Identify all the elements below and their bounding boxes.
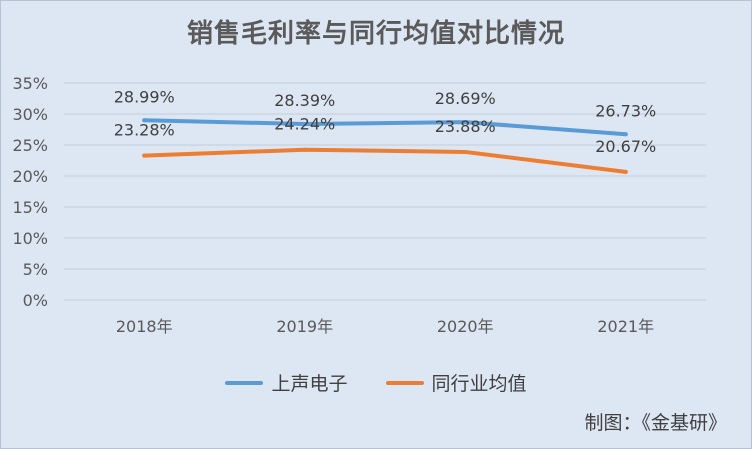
y-tick-label: 25% <box>12 136 48 155</box>
chart-title: 销售毛利率与同行均值对比情况 <box>186 19 565 49</box>
data-label-series-1: 28.69% <box>435 89 496 108</box>
data-label-series-1: 28.39% <box>274 91 335 110</box>
legend-label-series-1: 上声电子 <box>271 373 348 395</box>
x-tick-label: 2021年 <box>597 317 654 336</box>
legend-swatch-series-2 <box>385 380 424 385</box>
data-label-series-2: 20.67% <box>595 137 656 156</box>
y-tick-label: 0% <box>23 291 48 310</box>
y-tick-label: 35% <box>12 74 48 93</box>
chart-credit: 制图：《金基研》 <box>584 412 727 434</box>
x-tick-label: 2018年 <box>116 317 173 336</box>
data-point-series-2 <box>302 147 307 152</box>
data-label-series-1: 28.99% <box>114 87 175 106</box>
legend-swatch-series-1 <box>225 380 264 385</box>
data-point-series-2 <box>463 149 468 154</box>
y-tick-label: 20% <box>12 167 48 186</box>
series-line-1 <box>142 118 628 137</box>
data-label-series-2: 24.24% <box>274 115 335 134</box>
x-tick-label: 2020年 <box>437 317 494 336</box>
y-tick-label: 10% <box>12 229 48 248</box>
series-line-2 <box>142 147 628 174</box>
data-label-series-2: 23.88% <box>435 117 496 136</box>
legend: 上声电子 同行业均值 <box>1 369 751 396</box>
data-point-series-1 <box>623 132 628 137</box>
data-point-series-1 <box>302 121 307 126</box>
data-label-series-1: 26.73% <box>595 101 656 120</box>
data-point-series-2 <box>623 169 628 174</box>
x-tick-label: 2019年 <box>276 317 333 336</box>
y-tick-label: 30% <box>12 105 48 124</box>
data-point-series-1 <box>463 120 468 125</box>
data-point-series-2 <box>142 153 147 158</box>
legend-item-series-1: 上声电子 <box>225 369 348 396</box>
legend-label-series-2: 同行业均值 <box>431 373 527 395</box>
y-tick-label: 5% <box>23 260 48 279</box>
legend-item-series-2: 同行业均值 <box>385 369 527 396</box>
data-point-series-1 <box>142 118 147 123</box>
y-tick-label: 15% <box>12 198 48 217</box>
data-label-series-2: 23.28% <box>114 121 175 140</box>
